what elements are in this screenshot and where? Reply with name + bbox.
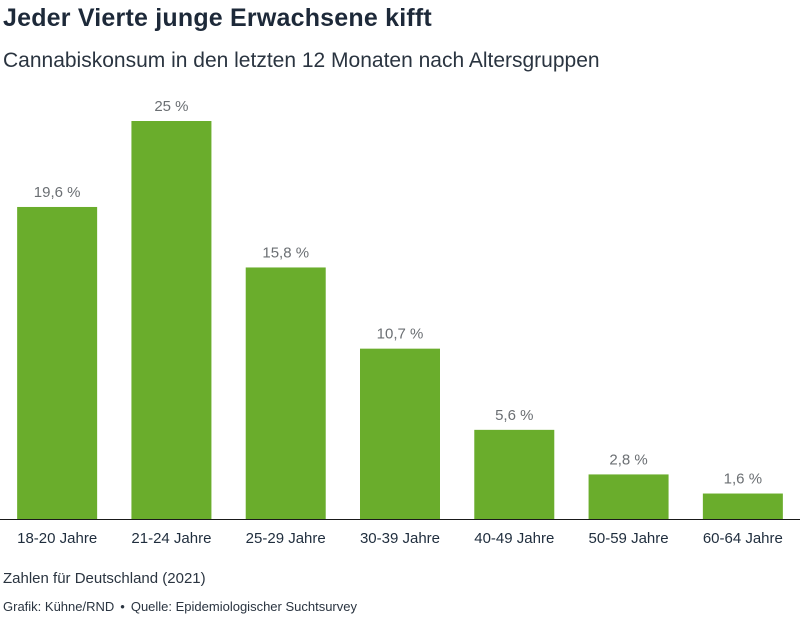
credit-line: Grafik: Kühne/RND • Quelle: Epidemiologisc… [3, 599, 357, 614]
x-tick-label: 40-49 Jahre [474, 530, 554, 547]
x-tick-label: 60-64 Jahre [703, 530, 783, 547]
data-label: 25 % [154, 98, 188, 115]
x-tick-label: 18-20 Jahre [17, 530, 97, 547]
x-tick-label: 50-59 Jahre [589, 530, 669, 547]
data-label: 19,6 % [34, 184, 81, 201]
bar [474, 429, 555, 519]
bar [131, 121, 212, 519]
credit-source: Grafik: Kühne/RND [3, 599, 115, 614]
separator-dot: • [120, 599, 125, 614]
credit-data-source: Quelle: Epidemiologischer Suchtsurvey [130, 599, 357, 614]
x-tick-label: 30-39 Jahre [360, 530, 440, 547]
bar [588, 474, 669, 519]
bar [702, 493, 783, 519]
data-label: 15,8 % [262, 244, 309, 261]
data-label: 5,6 % [495, 407, 533, 424]
footnote: Zahlen für Deutschland (2021) [3, 570, 206, 587]
bar-chart: 19,6 % 18-20 Jahre 25 % 21-24 Jahre 15,8 % 25… [0, 98, 800, 547]
data-label: 2,8 % [609, 451, 647, 468]
chart-subtitle: Cannabiskonsum in den letzten 12 Monaten… [3, 49, 600, 72]
bar [360, 348, 440, 519]
chart-title: Jeder Vierte junge Erwachsene kifft [3, 4, 432, 32]
data-label: 10,7 % [377, 326, 424, 343]
bar [17, 206, 98, 519]
bar [245, 267, 326, 519]
x-tick-label: 25-29 Jahre [246, 530, 326, 547]
data-label: 1,6 % [724, 471, 762, 488]
x-tick-label: 21-24 Jahre [131, 530, 211, 547]
